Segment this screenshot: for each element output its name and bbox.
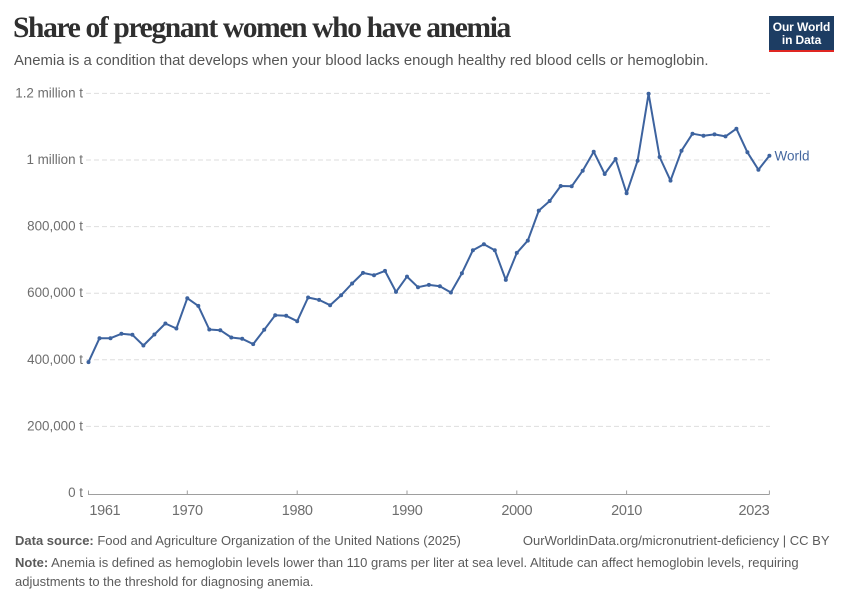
svg-text:800,000 t: 800,000 t	[27, 219, 83, 234]
svg-text:1980: 1980	[282, 503, 313, 519]
svg-text:1.2 million t: 1.2 million t	[15, 85, 83, 100]
svg-text:World: World	[775, 149, 810, 164]
svg-text:200,000 t: 200,000 t	[27, 418, 83, 433]
svg-text:600,000 t: 600,000 t	[27, 285, 83, 300]
svg-text:2010: 2010	[611, 503, 642, 519]
svg-text:1961: 1961	[89, 503, 120, 519]
svg-text:1 million t: 1 million t	[26, 152, 83, 167]
svg-text:1970: 1970	[172, 503, 203, 519]
svg-text:400,000 t: 400,000 t	[27, 352, 83, 367]
svg-text:1990: 1990	[392, 503, 423, 519]
svg-text:2000: 2000	[501, 503, 532, 519]
svg-text:0 t: 0 t	[68, 485, 83, 500]
svg-text:2023: 2023	[739, 503, 770, 519]
